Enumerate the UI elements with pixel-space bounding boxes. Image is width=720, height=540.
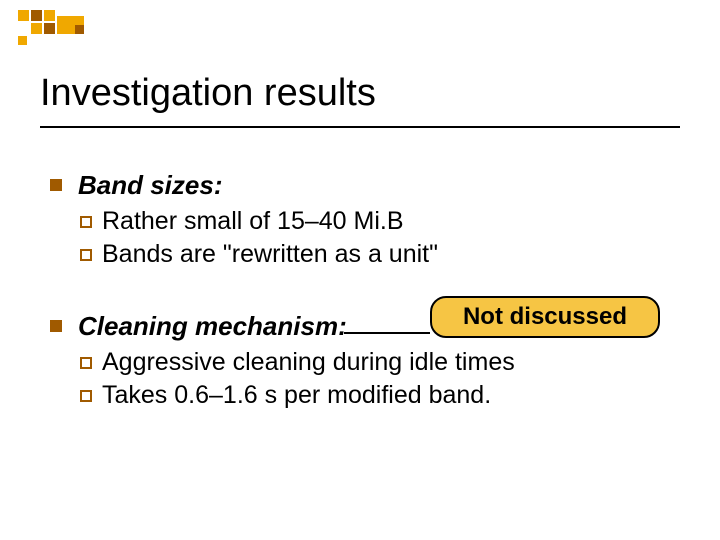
subbullet-label: Aggressive cleaning during idle times — [102, 348, 515, 377]
square-bullet-icon — [50, 320, 62, 332]
bullet-label: Cleaning mechanism: — [78, 311, 347, 342]
subbullet-label: Rather small of 15–40 Mi.B — [102, 207, 404, 236]
ornament-square — [75, 16, 84, 25]
square-bullet-icon — [50, 179, 62, 191]
bullet-band-sizes: Band sizes: — [50, 170, 680, 201]
slide: Investigation results Band sizes: Rather… — [0, 0, 720, 540]
hollow-square-bullet-icon — [80, 390, 92, 402]
ornament-square — [18, 36, 27, 45]
ornament-square — [18, 10, 29, 21]
ornament-square — [31, 23, 42, 34]
page-title: Investigation results — [40, 72, 376, 115]
callout-text: Not discussed — [463, 303, 627, 330]
ornament-square — [31, 10, 42, 21]
subbullet-takes-time: Takes 0.6–1.6 s per modified band. — [80, 381, 680, 410]
ornament-square — [75, 25, 84, 34]
subbullet-label: Takes 0.6–1.6 s per modified band. — [102, 381, 491, 410]
title-rule — [40, 126, 680, 128]
corner-ornament — [18, 10, 108, 46]
ornament-square — [44, 23, 55, 34]
bullet-label: Band sizes: — [78, 170, 223, 201]
not-discussed-callout: Not discussed — [430, 296, 660, 338]
subbullet-aggressive-cleaning: Aggressive cleaning during idle times — [80, 348, 680, 377]
ornament-square — [44, 10, 55, 21]
content-area: Band sizes: Rather small of 15–40 Mi.B B… — [50, 160, 680, 414]
ornament-square — [57, 16, 75, 34]
hollow-square-bullet-icon — [80, 249, 92, 261]
subbullet-bands-rewritten: Bands are "rewritten as a unit" — [80, 240, 680, 269]
subbullet-rather-small: Rather small of 15–40 Mi.B — [80, 207, 680, 236]
subbullet-label: Bands are "rewritten as a unit" — [102, 240, 438, 269]
hollow-square-bullet-icon — [80, 216, 92, 228]
hollow-square-bullet-icon — [80, 357, 92, 369]
callout-connector-line — [344, 332, 430, 334]
